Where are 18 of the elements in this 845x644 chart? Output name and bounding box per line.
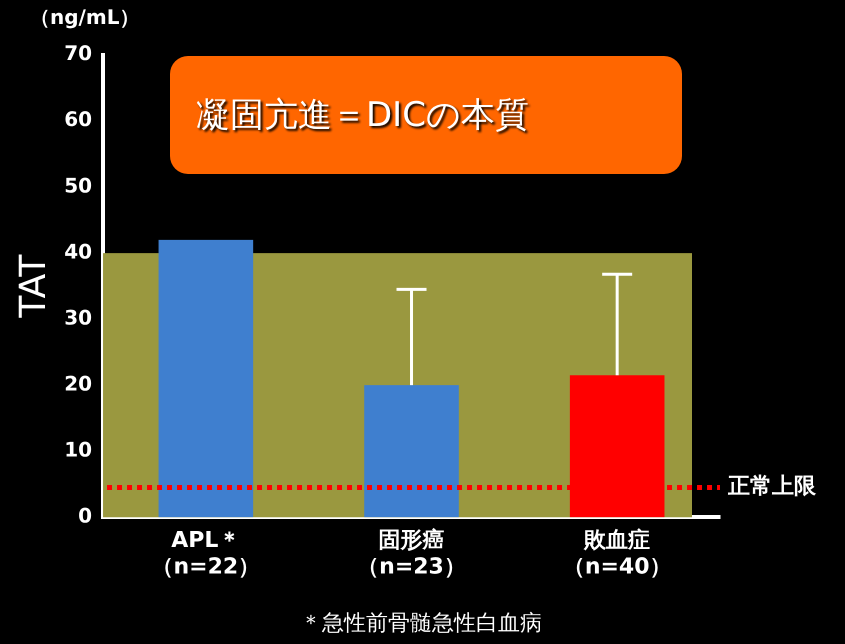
- x-tick-label: 固形癌（n=23）: [357, 527, 466, 580]
- bar: [364, 385, 459, 518]
- y-tick-label: 40: [64, 239, 92, 264]
- y-tick-label: 30: [64, 305, 92, 330]
- y-axis-title: TAT: [12, 254, 54, 319]
- ref-line-label: 正常上限: [727, 474, 817, 500]
- y-tick-label: 20: [64, 371, 92, 396]
- y-tick-label: 50: [64, 173, 92, 198]
- y-tick-label: 10: [64, 437, 92, 462]
- text: ＊急性前骨髄急性白血病: [300, 610, 542, 638]
- y-tick-label: 70: [64, 41, 92, 66]
- text: （ng/mL）: [30, 4, 140, 31]
- y-tick-label: 60: [64, 107, 92, 132]
- x-tick-label: 敗血症（n=40）: [562, 528, 672, 580]
- y-tick-label: 0: [78, 503, 92, 528]
- x-tick-label: APL＊（n=22）: [152, 528, 260, 580]
- bar: [158, 240, 254, 518]
- callout-box: 凝固亢進＝DICの本質: [170, 56, 682, 174]
